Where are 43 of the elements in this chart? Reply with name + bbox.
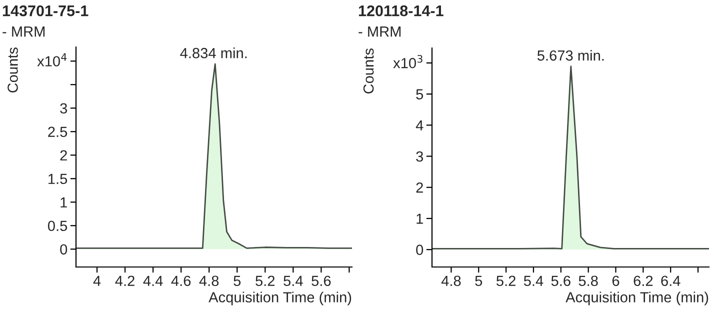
x-tick-label: 4.6 [171, 276, 191, 286]
annotation: 4.834 min. [180, 48, 247, 58]
y-tick-label: x10$^{3}$ [393, 54, 422, 68]
x-tick-label: 5 [234, 276, 241, 286]
x-axis-title: Acquisition Time (min) [208, 292, 352, 306]
y-tick-label: 3 [60, 103, 68, 114]
text: - MRM [2, 26, 45, 37]
y-tick-label: 3 [416, 151, 424, 162]
x-tick-label: 6 [612, 276, 620, 286]
y-tick-label: 0 [416, 244, 424, 256]
y-tick-label: 2 [416, 182, 423, 193]
y-tick-label: 1.5 [48, 174, 68, 184]
x-tick-label: 5.8 [578, 276, 598, 286]
x-tick-label: 5.4 [284, 276, 303, 286]
x-tick-label: 6.2 [634, 276, 653, 286]
x-tick-label: 4.8 [199, 276, 219, 286]
x-tick-label: 5.2 [256, 276, 275, 286]
x-tick-label: 5.2 [496, 276, 516, 286]
x-tick-label: 5.6 [551, 276, 570, 286]
y-tick-label: 4 [416, 120, 424, 130]
x-tick-label: 4 [93, 276, 101, 286]
x-tick-label: 5.6 [312, 276, 331, 286]
text: - MRM [358, 26, 401, 37]
x-tick-label: 6.4 [661, 276, 680, 286]
y-axis-title: Counts [8, 48, 18, 92]
y-tick-label: 1 [60, 197, 67, 208]
y-tick-label: 0 [60, 244, 68, 255]
y-tick-label: 5 [416, 89, 424, 100]
x-tick-label: 4.8 [441, 276, 461, 286]
x-tick-label: 4.4 [143, 276, 163, 286]
x-tick-label: 5 [475, 276, 482, 286]
chart-title: 120118-14-1 [358, 5, 444, 16]
x-axis-title: Acquisition Time (min) [566, 292, 708, 306]
annotation: 5.673 min. [537, 50, 604, 61]
y-tick-label: 1 [416, 214, 423, 224]
y-tick-label: x10$^{4}$ [37, 53, 67, 66]
x-tick-label: 5.4 [524, 276, 544, 286]
y-tick-label: 2 [60, 150, 67, 160]
x-tick-label: 4.2 [115, 276, 134, 286]
y-tick-label: 2.5 [48, 126, 68, 138]
chart-title: 143701-75-1 [2, 5, 88, 16]
y-tick-label: 0.5 [48, 220, 68, 232]
y-axis-title: Counts [363, 48, 374, 94]
